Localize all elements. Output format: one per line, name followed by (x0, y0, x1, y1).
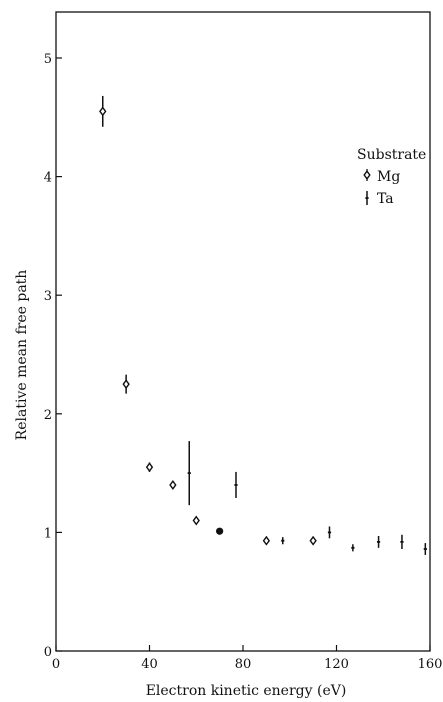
x-tick-label: 80 (235, 657, 252, 672)
legend-entry-mg: Mg (377, 169, 400, 185)
y-tick-label: 2 (44, 408, 52, 423)
plot-border (55, 11, 431, 652)
x-axis-title: Electron kinetic energy (eV) (146, 683, 347, 699)
data-point (351, 544, 355, 552)
y-tick-label: 4 (44, 171, 52, 186)
data-point (400, 534, 404, 550)
legend-ta-marker (365, 191, 369, 205)
diamond-marker (192, 515, 200, 526)
data-point (327, 526, 332, 539)
legend-mg-marker (363, 169, 371, 181)
data-point (262, 535, 271, 546)
y-tick-label: 1 (44, 526, 52, 541)
legend-title: Substrate (357, 147, 426, 163)
legend-entry-ta: Ta (377, 191, 394, 207)
x-tick-label: 120 (324, 657, 349, 672)
diamond-marker (169, 479, 177, 490)
x-tick-label: 160 (418, 657, 443, 672)
data-point (192, 515, 200, 526)
data-point (423, 543, 427, 555)
x-axis-ticks: 0 40 80 120 160 (52, 645, 443, 672)
data-point (187, 441, 191, 506)
data-point (376, 535, 381, 548)
data-point (122, 374, 130, 394)
diamond-marker (99, 106, 107, 117)
diamond-marker (145, 462, 154, 473)
x-tick-label: 0 (52, 657, 60, 672)
data-point (281, 537, 285, 545)
legend: Substrate Mg Ta (357, 147, 426, 207)
data-point (169, 479, 177, 490)
legend-mg-diamond (363, 170, 371, 180)
y-tick-label: 5 (44, 52, 52, 67)
data-point (309, 535, 317, 546)
x-tick-label: 40 (141, 657, 158, 672)
data-point (145, 462, 154, 473)
y-tick-label: 0 (44, 645, 52, 660)
diamond-marker (309, 535, 317, 546)
data-point (99, 95, 107, 127)
y-axis-ticks: 0 1 2 3 4 5 (44, 52, 62, 660)
y-tick-label: 3 (44, 289, 52, 304)
plot-frame (55, 11, 431, 652)
y-axis-title: Relative mean free path (14, 270, 30, 441)
filled-circle-marker (216, 527, 224, 535)
data-point (234, 471, 238, 499)
data-points (99, 95, 427, 555)
data-point (216, 527, 224, 535)
diamond-marker (262, 535, 271, 546)
diamond-marker (122, 379, 130, 390)
